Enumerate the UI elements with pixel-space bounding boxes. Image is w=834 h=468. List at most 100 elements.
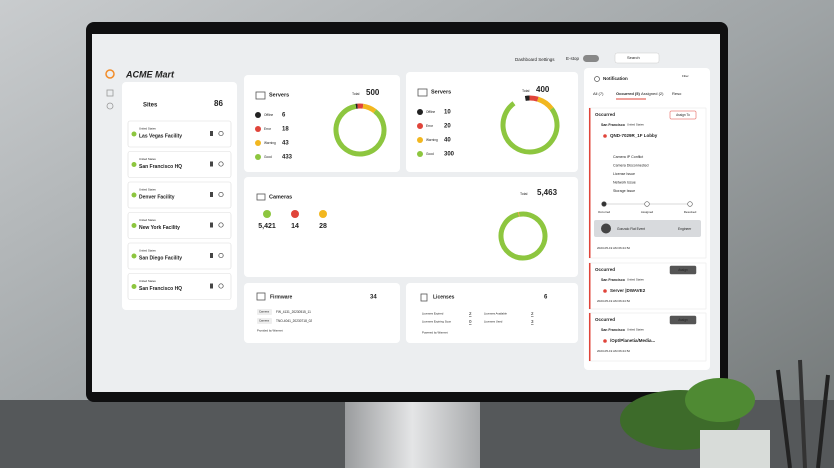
status-icon xyxy=(319,210,327,218)
site-icon xyxy=(210,253,213,258)
firmware-tag-text: Camera xyxy=(259,319,269,323)
site-label: United States xyxy=(139,157,156,161)
site-row[interactable] xyxy=(127,242,232,270)
status-label: Offline xyxy=(426,110,435,114)
assign-button[interactable] xyxy=(669,110,697,120)
device-status xyxy=(603,134,607,138)
status-icon xyxy=(263,210,271,218)
device-status xyxy=(603,289,607,293)
status-value: 28 xyxy=(319,223,327,230)
license-label: Licenses Expiring Soon xyxy=(422,320,452,324)
license-value: 0 xyxy=(469,319,472,324)
site-icon xyxy=(218,161,224,167)
notification-device: Server |DWAVE2 xyxy=(610,288,646,293)
site-icon xyxy=(218,222,224,228)
site-status xyxy=(131,131,137,137)
assign-button[interactable] xyxy=(669,315,697,325)
assignee-box xyxy=(594,220,701,237)
assign-button-text: Assign xyxy=(678,268,688,272)
status-value: 433 xyxy=(282,155,293,161)
notification-status: Occurred xyxy=(595,112,615,117)
site-status xyxy=(131,223,137,228)
site-label: United States xyxy=(139,249,156,253)
status-icon xyxy=(291,210,299,218)
status-value: 5,421 xyxy=(258,223,276,230)
notification-filter: Filter xyxy=(682,74,689,78)
site-row[interactable] xyxy=(127,181,232,209)
search-placeholder: Search xyxy=(627,55,640,60)
site-row[interactable] xyxy=(127,151,232,178)
card xyxy=(244,75,400,172)
status-value: 18 xyxy=(282,127,289,133)
status-value: 43 xyxy=(282,141,289,147)
status-icon xyxy=(417,137,423,143)
site-row[interactable] xyxy=(127,273,232,300)
site-label: United States xyxy=(139,127,156,131)
status-label: Warning xyxy=(264,141,276,145)
site-name: San Diego Facility xyxy=(139,255,182,261)
status-icon xyxy=(255,112,261,118)
site-name: San Francisco HQ xyxy=(139,164,182,170)
site-icon xyxy=(218,130,224,137)
status-label: Offline xyxy=(264,113,273,117)
firmware-tag-text: Camera xyxy=(259,310,269,314)
card xyxy=(406,72,578,172)
notification-device: /Opt/Planetia/Media... xyxy=(610,338,655,343)
notification-event: Camera IP Conflict xyxy=(613,155,643,159)
status-value: 40 xyxy=(444,138,451,144)
assign-button[interactable] xyxy=(669,265,697,275)
notification-event: Network Issue xyxy=(613,180,636,184)
firmware-version: FW_4131_20230515_11 xyxy=(276,310,311,314)
estop-toggle[interactable] xyxy=(583,55,599,62)
site-row[interactable] xyxy=(127,120,232,148)
status-label: Warning xyxy=(426,138,438,142)
logo-icon xyxy=(105,69,115,79)
search-box[interactable] xyxy=(614,52,660,64)
total-label: Total xyxy=(522,89,530,93)
nav-icon xyxy=(106,89,114,97)
device-status xyxy=(603,339,607,343)
card xyxy=(244,283,400,343)
site-label: United States xyxy=(139,218,156,222)
dashboard-settings: Dashboard Settings xyxy=(515,57,555,62)
estop: E-stop xyxy=(566,56,580,61)
license-label: Licenses Expired xyxy=(422,312,444,316)
firmware-tag xyxy=(257,318,272,324)
status-value: 20 xyxy=(444,124,451,130)
notification-time: 2023-05-19 AM 06:24:52 xyxy=(597,246,630,250)
notification-tab[interactable]: Occurred (5) xyxy=(616,91,640,96)
status-icon xyxy=(417,123,423,129)
notification-tab[interactable]: Reso xyxy=(672,91,682,96)
firmware-icon xyxy=(256,292,266,301)
total-value: 500 xyxy=(366,88,380,97)
firmware-title: Firmware xyxy=(270,294,292,300)
assign-button-text: Assign To xyxy=(676,113,690,117)
notification-location: San Francisco xyxy=(601,328,625,332)
site-row[interactable] xyxy=(127,212,232,239)
notification-accent xyxy=(589,263,591,309)
site-name: San Francisco HQ xyxy=(139,286,182,292)
firmware-tag xyxy=(257,309,272,315)
license-value: 3 xyxy=(531,319,534,324)
status-icon xyxy=(255,126,261,132)
notification-tab[interactable]: Assigned (2) xyxy=(641,91,664,96)
monitor-stand xyxy=(345,400,480,468)
nav-icon xyxy=(106,102,114,110)
status-label: Good xyxy=(426,152,434,156)
notification-country: United States xyxy=(627,328,644,332)
total-label: Total xyxy=(352,92,360,96)
notification-event: License Issue xyxy=(613,172,635,176)
notification-icon xyxy=(594,76,600,82)
notification-location: San Francisco xyxy=(601,278,625,282)
step-label: Assigned xyxy=(641,210,654,214)
site-status xyxy=(131,192,137,198)
total-value: 400 xyxy=(536,85,550,94)
notification-tab[interactable]: All (7) xyxy=(593,91,604,96)
donut-segment xyxy=(498,211,548,261)
site-icon xyxy=(210,222,213,228)
site-name: Las Vegas Facility xyxy=(139,133,182,139)
site-status xyxy=(131,253,137,259)
site-icon xyxy=(218,191,224,198)
